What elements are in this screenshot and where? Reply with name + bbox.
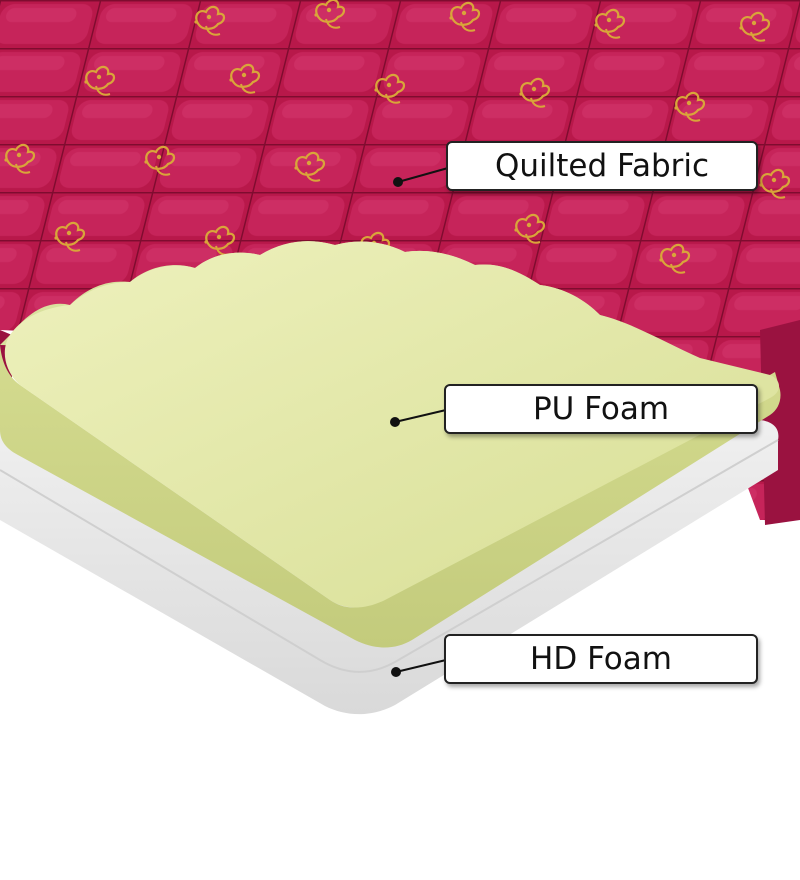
hd-foam-label: HD Foam xyxy=(444,634,758,684)
quilted-fabric-label: Quilted Fabric xyxy=(446,141,758,191)
pu-foam-label: PU Foam xyxy=(444,384,758,434)
hd-foam-seam xyxy=(0,439,779,673)
callout-leaders xyxy=(390,167,449,677)
pu-foam-side xyxy=(0,345,781,648)
